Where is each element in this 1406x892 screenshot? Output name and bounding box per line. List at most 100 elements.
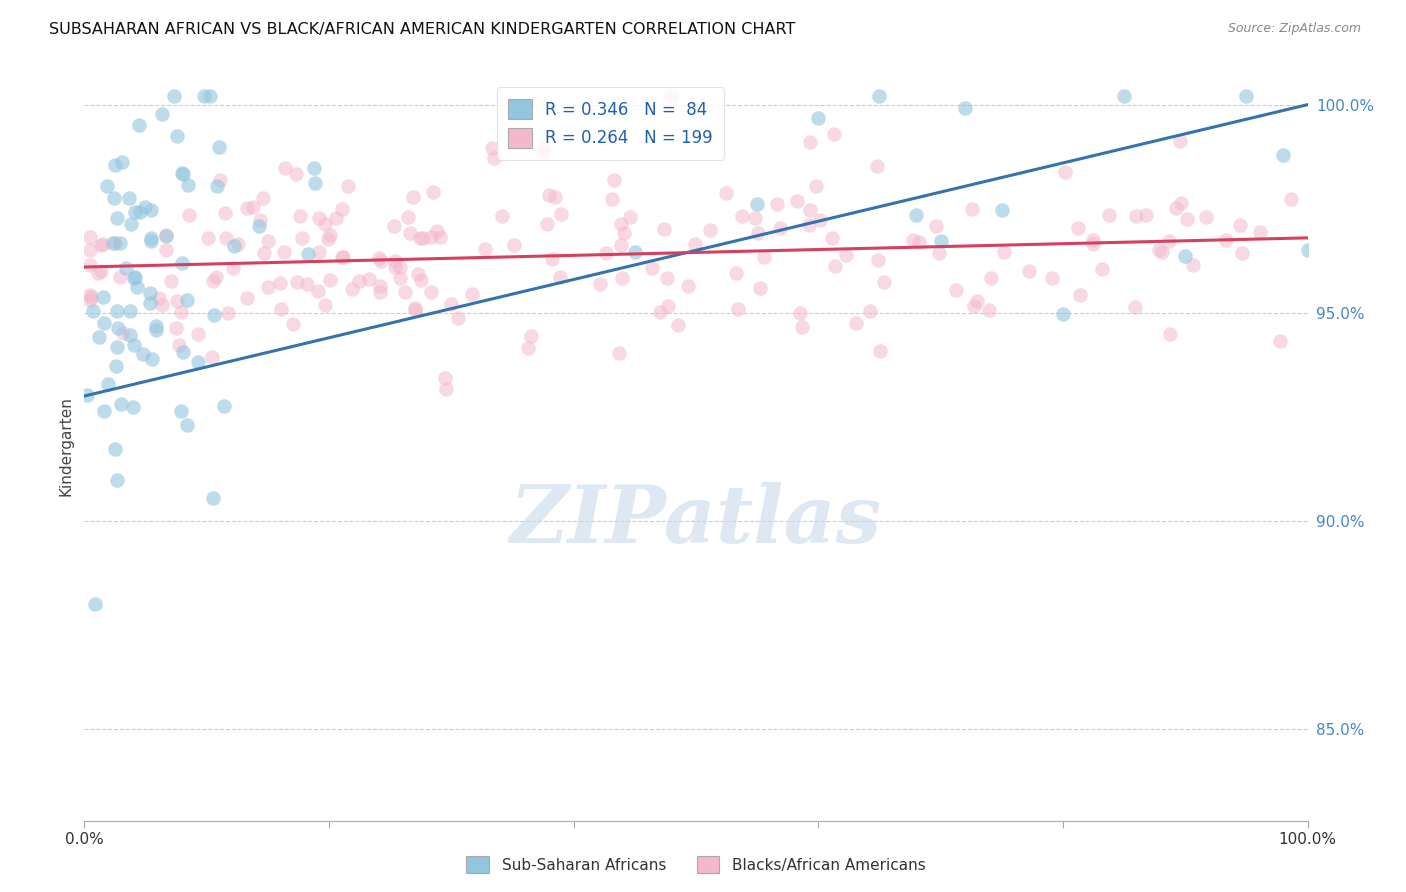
Point [166, 128, 188, 143]
Point [641, 261, 664, 276]
Point [107, 321, 129, 335]
Point [120, 328, 142, 343]
Point [624, 245, 647, 260]
Point [747, 227, 769, 241]
Point [655, 271, 678, 285]
Point [786, 194, 808, 208]
Point [285, 275, 308, 289]
Point [1157, 234, 1180, 248]
Point [212, 399, 235, 413]
Point [205, 269, 228, 284]
Point [398, 226, 420, 240]
Point [139, 296, 162, 310]
Point [101, 235, 124, 250]
Point [308, 211, 330, 225]
Point [699, 222, 721, 236]
Point [517, 342, 540, 356]
Point [661, 89, 683, 103]
Point [139, 234, 162, 248]
Point [166, 293, 188, 308]
Point [202, 308, 225, 322]
Point [120, 304, 142, 318]
Point [1175, 211, 1198, 226]
Point [304, 176, 326, 190]
Point [79, 293, 101, 307]
Point [766, 196, 789, 211]
Point [128, 205, 150, 219]
Point [799, 202, 821, 217]
Point [748, 281, 770, 295]
Point [170, 404, 193, 418]
Point [105, 303, 128, 318]
Point [165, 320, 187, 334]
Point [401, 189, 423, 203]
Point [141, 231, 163, 245]
Point [429, 229, 451, 244]
Point [155, 228, 177, 243]
Point [124, 271, 146, 285]
Point [685, 236, 707, 251]
Point [103, 191, 125, 205]
Point [824, 259, 846, 273]
Point [1272, 147, 1295, 161]
Point [613, 226, 636, 240]
Point [87, 330, 110, 344]
Text: SUBSAHARAN AFRICAN VS BLACK/AFRICAN AMERICAN KINDERGARTEN CORRELATION CHART: SUBSAHARAN AFRICAN VS BLACK/AFRICAN AMER… [49, 22, 796, 37]
Point [404, 302, 426, 317]
Point [198, 89, 221, 103]
Point [205, 179, 228, 194]
Point [807, 112, 830, 126]
Point [79, 243, 101, 257]
Point [172, 344, 194, 359]
Point [1168, 134, 1191, 148]
Point [538, 188, 561, 202]
Point [347, 273, 370, 287]
Point [214, 206, 236, 220]
Point [419, 285, 441, 300]
Point [330, 250, 353, 264]
Point [869, 89, 891, 103]
Point [979, 302, 1001, 317]
Point [284, 167, 307, 181]
Point [993, 244, 1015, 259]
Point [128, 119, 150, 133]
Point [412, 231, 434, 245]
Point [901, 234, 924, 248]
Point [929, 234, 952, 248]
Point [105, 473, 128, 487]
Point [980, 271, 1002, 285]
Point [176, 417, 198, 432]
Point [288, 209, 311, 223]
Point [283, 317, 305, 331]
Point [215, 231, 238, 245]
Point [127, 280, 149, 294]
Point [1081, 233, 1104, 247]
Point [297, 277, 319, 292]
Point [491, 209, 513, 223]
Point [1170, 196, 1192, 211]
Point [110, 397, 132, 411]
Point [873, 275, 896, 289]
Legend: Sub-Saharan Africans, Blacks/African Americans: Sub-Saharan Africans, Blacks/African Ame… [458, 848, 934, 880]
Point [236, 201, 259, 215]
Point [370, 253, 392, 268]
Point [835, 248, 858, 262]
Point [619, 211, 641, 225]
Point [139, 202, 162, 217]
Point [1123, 300, 1146, 314]
Point [481, 141, 503, 155]
Point [650, 305, 672, 319]
Point [302, 161, 325, 176]
Point [963, 300, 986, 314]
Point [270, 302, 292, 317]
Point [422, 185, 444, 199]
Point [1040, 271, 1063, 285]
Point [533, 140, 555, 154]
Point [242, 200, 264, 214]
Point [247, 219, 270, 233]
Point [208, 140, 231, 154]
Point [104, 236, 127, 251]
Point [790, 319, 813, 334]
Point [595, 246, 617, 260]
Point [600, 192, 623, 206]
